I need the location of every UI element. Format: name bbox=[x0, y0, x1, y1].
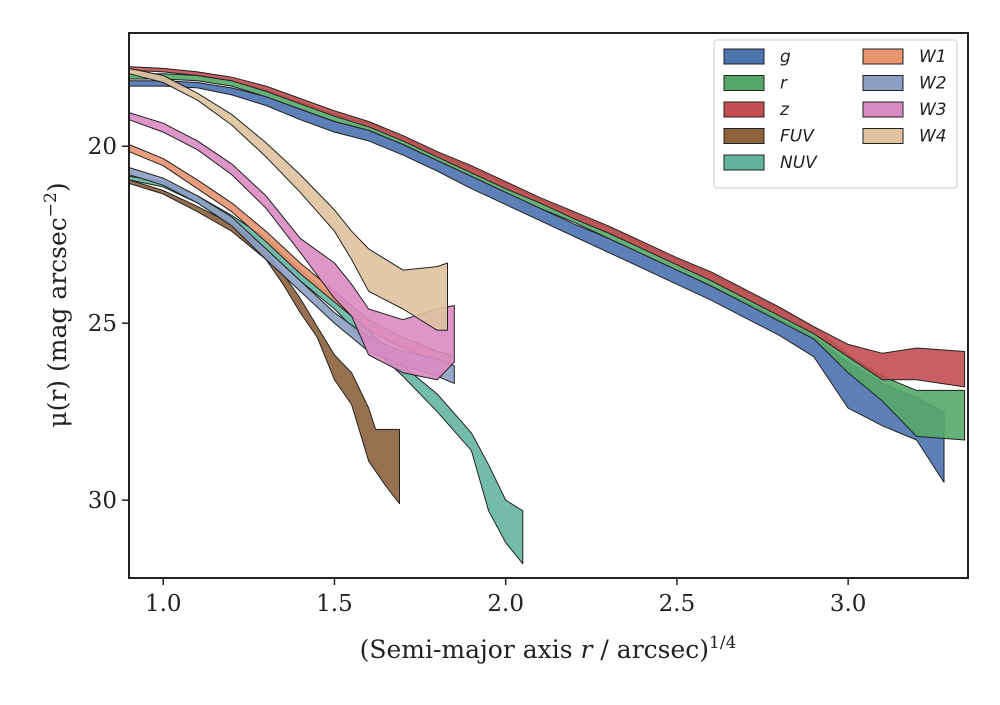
x-tick-label: 2.5 bbox=[659, 591, 696, 617]
legend-label-w2: W2 bbox=[919, 74, 947, 94]
band-nuv bbox=[128, 175, 524, 565]
legend-swatch-g bbox=[723, 48, 765, 65]
legend-swatch-r bbox=[723, 75, 765, 91]
legend-swatch-w4 bbox=[862, 128, 904, 144]
y-axis-title-close: ) bbox=[43, 182, 72, 192]
legend: grz FUV NUV W1 W2 W3 W4 bbox=[713, 39, 958, 189]
y-axis-title-exp: −2 bbox=[41, 192, 61, 217]
y-tick-label: 25 bbox=[88, 311, 117, 337]
plot-frame bbox=[128, 32, 969, 579]
y-tick-label: 30 bbox=[88, 488, 117, 514]
band-w4 bbox=[128, 67, 448, 331]
legend-swatch-nuv bbox=[723, 154, 765, 171]
band-w2 bbox=[128, 167, 455, 384]
legend-swatch-w1 bbox=[862, 48, 904, 65]
x-axis-title-exp: 1/4 bbox=[709, 633, 736, 653]
y-axis-title-main: μ(r) (mag arcsec bbox=[43, 217, 72, 427]
legend-label-r: r bbox=[780, 74, 788, 94]
legend-swatch-w2 bbox=[862, 75, 904, 91]
legend-label-nuv: NUV bbox=[780, 153, 818, 173]
legend-swatch-z bbox=[723, 101, 765, 118]
bands-layer bbox=[128, 66, 966, 565]
x-axis-title-main: (Semi-major axis r / arcsec) bbox=[360, 635, 709, 664]
x-axis-title-part: / arcsec) bbox=[592, 635, 709, 664]
x-tick-label: 2.0 bbox=[487, 591, 524, 617]
x-tick-label: 1.5 bbox=[316, 591, 353, 617]
y-tick-label: 20 bbox=[88, 134, 117, 160]
legend-label-w3: W3 bbox=[919, 100, 947, 120]
band-z bbox=[128, 66, 966, 388]
y-axis-title: μ(r) (mag arcsec−2) bbox=[41, 182, 72, 427]
x-tick-label: 3.0 bbox=[830, 591, 867, 617]
legend-label-z: z bbox=[779, 100, 790, 120]
legend-swatch-fuv bbox=[723, 128, 765, 144]
legend-label-w1: W1 bbox=[919, 47, 947, 67]
y-axis: 20 25 30 bbox=[88, 134, 129, 514]
band-w3 bbox=[128, 112, 455, 381]
x-axis-title: (Semi-major axis r / arcsec)1/4 bbox=[360, 633, 737, 664]
legend-swatch-w3 bbox=[862, 101, 904, 118]
legend-label-g: g bbox=[780, 47, 791, 67]
legend-label-fuv: FUV bbox=[780, 127, 815, 147]
x-axis-title-part: (Semi-major axis bbox=[360, 635, 581, 664]
x-tick-label: 1.0 bbox=[145, 591, 182, 617]
legend-label-w4: W4 bbox=[919, 127, 947, 147]
x-axis-title-variable: r bbox=[581, 635, 595, 664]
x-axis: 1.0 1.5 2.0 2.5 3.0 bbox=[145, 578, 866, 617]
